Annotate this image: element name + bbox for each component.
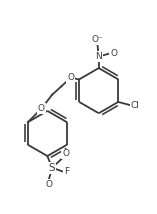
Text: O: O (38, 104, 45, 113)
Text: O: O (45, 180, 52, 189)
Text: N: N (95, 52, 102, 61)
Text: O: O (62, 149, 69, 158)
Text: Cl: Cl (131, 101, 140, 110)
Text: O: O (67, 73, 74, 82)
Text: O⁻: O⁻ (92, 35, 103, 44)
Text: S: S (49, 163, 55, 173)
Text: O: O (110, 49, 117, 58)
Text: F: F (64, 167, 69, 176)
